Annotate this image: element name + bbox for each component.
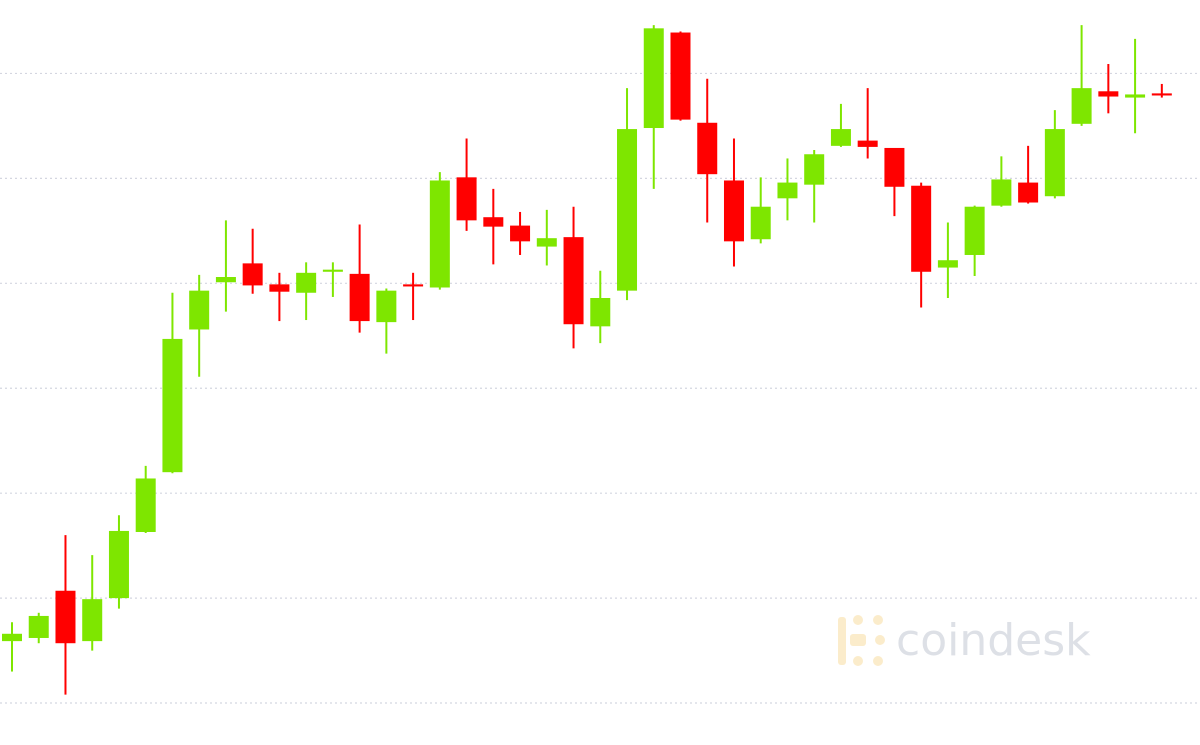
candle-body: [215, 277, 236, 283]
candle-body: [857, 140, 878, 147]
candle-body: [937, 260, 958, 268]
candle-body: [911, 185, 932, 272]
candle-body: [884, 147, 905, 187]
candle-body: [55, 590, 76, 644]
candle-body: [28, 615, 49, 638]
watermark-logo: [838, 615, 885, 666]
candle-body: [536, 238, 557, 247]
candle-body: [1044, 129, 1065, 197]
candle-body: [403, 284, 424, 287]
candle-body: [296, 272, 317, 293]
candle-body: [964, 206, 985, 255]
candle-body: [242, 263, 263, 286]
candle-body: [697, 122, 718, 175]
candle-body: [108, 530, 129, 599]
candle-body: [82, 599, 103, 642]
candle-body: [1071, 88, 1092, 124]
candle-body: [376, 290, 397, 323]
candle-body: [777, 182, 798, 199]
candle-body: [189, 290, 210, 330]
watermark: coindesk: [896, 615, 1091, 666]
candle-body: [162, 338, 183, 473]
candle-body: [723, 180, 744, 242]
candle-body: [322, 269, 343, 272]
candle-body: [510, 225, 531, 242]
candle-body: [1018, 182, 1039, 203]
candle-body: [991, 179, 1012, 206]
candle-body: [1125, 94, 1146, 98]
candle-body: [269, 284, 290, 292]
candle-body: [804, 154, 825, 185]
candle-body: [429, 180, 450, 288]
candle-body: [590, 298, 611, 327]
candle-body: [135, 478, 156, 532]
candle-body: [750, 206, 771, 240]
candle-body: [617, 129, 638, 291]
candle-body: [643, 28, 664, 129]
candle-body: [670, 32, 691, 120]
candle-body: [563, 237, 584, 325]
candle-body: [483, 217, 504, 227]
candle-body: [349, 273, 370, 322]
candle-body: [456, 177, 477, 221]
candle-body: [1151, 93, 1172, 96]
candle-body: [1098, 91, 1119, 97]
candle-body: [830, 129, 851, 146]
candle-body: [2, 633, 22, 642]
